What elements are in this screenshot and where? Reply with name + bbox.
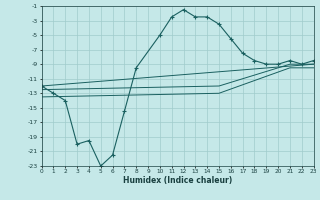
X-axis label: Humidex (Indice chaleur): Humidex (Indice chaleur): [123, 176, 232, 185]
